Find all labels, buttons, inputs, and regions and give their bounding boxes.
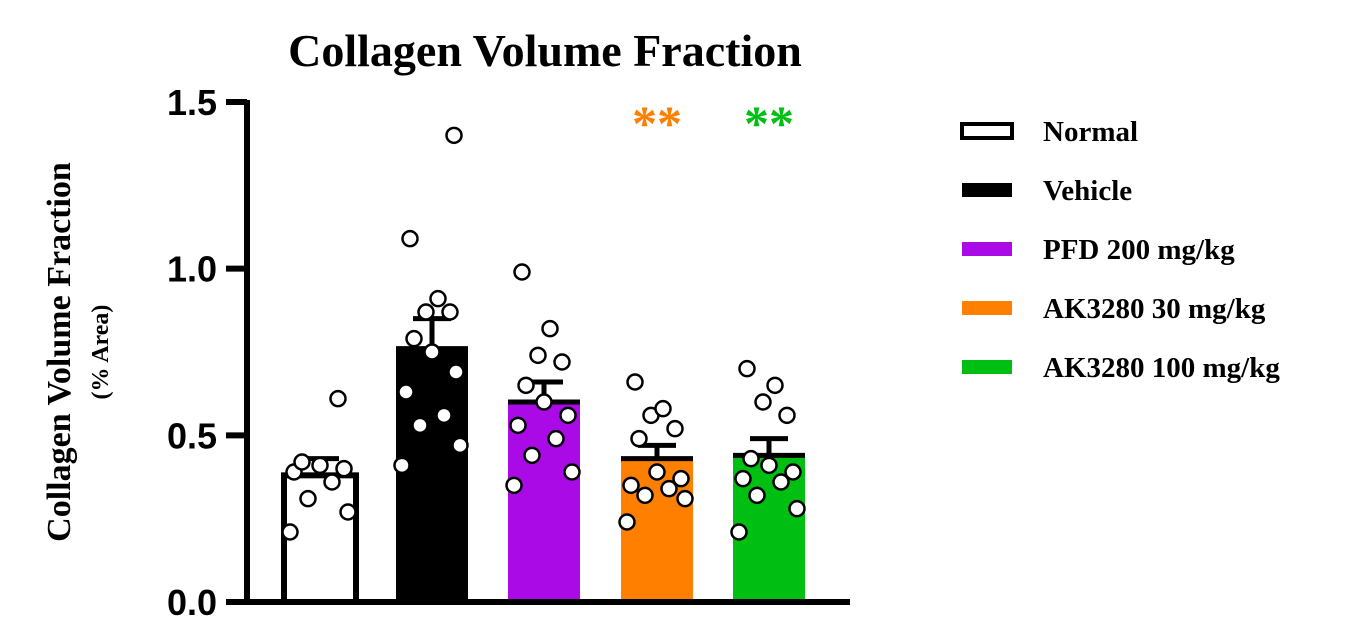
data-point (547, 429, 565, 448)
chart-title: Collagen Volume Fraction (288, 25, 802, 76)
data-point (618, 513, 636, 531)
data-point (676, 489, 694, 508)
data-point (754, 393, 772, 411)
data-point (447, 363, 465, 381)
data-point (523, 446, 541, 465)
data-point (738, 359, 756, 378)
legend: Normal Vehicle PFD 200 mg/kg AK3280 30 mg/k… (960, 116, 1280, 384)
data-point (441, 303, 459, 321)
data-point (559, 406, 577, 425)
data-point (323, 473, 341, 491)
data-point (760, 456, 778, 475)
y-tick-label: 1.0 (167, 249, 217, 290)
data-point (405, 329, 423, 348)
legend-label: Vehicle (1043, 175, 1132, 207)
significance-mark: ** (744, 95, 794, 151)
data-point (401, 229, 419, 248)
data-point (281, 523, 299, 541)
data-point (529, 346, 547, 365)
data-point (429, 289, 447, 308)
data-point (784, 463, 802, 481)
data-point (293, 453, 311, 471)
y-tick-label: 1.5 (167, 82, 217, 123)
data-point (630, 429, 648, 448)
legend-swatch (962, 242, 1012, 256)
y-ticks: 0.0 0.5 1.0 1.5 (167, 82, 247, 623)
data-point (451, 436, 469, 455)
y-axis-sublabel: (% Area) (88, 305, 114, 400)
data-point (311, 456, 329, 475)
data-point (748, 486, 766, 505)
data-point (672, 469, 690, 488)
data-point (505, 476, 523, 495)
data-point (509, 416, 527, 435)
data-point (411, 416, 429, 435)
legend-swatch (960, 122, 1014, 140)
data-point (299, 489, 317, 508)
y-axis-label: Collagen Volume Fraction (41, 162, 78, 542)
data-point (553, 353, 571, 371)
data-point (766, 376, 784, 395)
data-point (445, 126, 463, 145)
bar-1 (281, 472, 359, 606)
data-point (517, 376, 535, 395)
data-point (626, 373, 644, 391)
data-point (329, 389, 347, 408)
legend-label: AK3280 100 mg/kg (1043, 352, 1280, 384)
data-point (730, 523, 748, 541)
data-point (636, 486, 654, 505)
data-point (563, 463, 581, 481)
data-point (648, 463, 666, 481)
legend-swatch (962, 301, 1012, 315)
data-point (772, 473, 790, 491)
data-point (742, 449, 760, 468)
data-point (339, 503, 357, 521)
data-point (666, 419, 684, 438)
data-point (435, 406, 453, 425)
data-point (535, 393, 553, 411)
y-tick-label: 0.0 (167, 582, 217, 623)
data-point (423, 343, 441, 361)
data-point (393, 456, 411, 475)
data-point (397, 383, 415, 401)
data-point (788, 499, 806, 518)
data-point (734, 469, 752, 488)
legend-swatch (962, 360, 1012, 374)
data-point (335, 459, 353, 478)
data-point (513, 263, 531, 281)
legend-swatch (962, 183, 1012, 197)
legend-label: PFD 200 mg/kg (1043, 234, 1235, 266)
data-point (541, 319, 559, 338)
bar-3 (508, 402, 580, 602)
significance-mark: ** (632, 95, 682, 151)
y-tick-label: 0.5 (167, 415, 217, 456)
legend-label: AK3280 30 mg/kg (1043, 293, 1266, 325)
legend-label: Normal (1043, 116, 1138, 148)
data-point (417, 303, 435, 321)
data-point (778, 406, 796, 425)
significance-marks: ** ** (632, 95, 794, 151)
data-points (281, 126, 806, 541)
data-point (622, 476, 640, 495)
data-point (660, 479, 678, 498)
data-point (654, 399, 672, 418)
